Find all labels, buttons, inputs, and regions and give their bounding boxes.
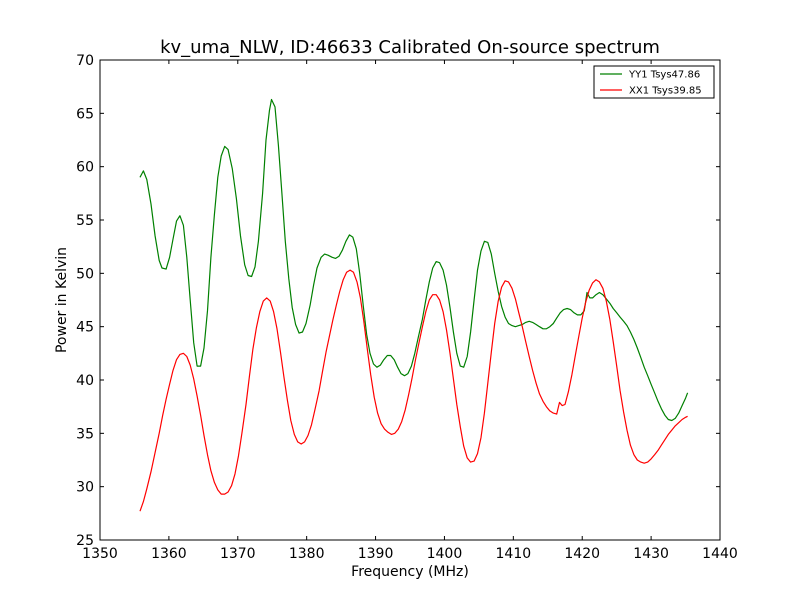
y-tick-label: 65 [76,106,94,122]
x-tick-label: 1370 [220,546,256,562]
y-tick-label: 55 [76,213,94,229]
legend-label-xx1: XX1 Tsys39.85 [629,86,702,97]
tick-layer: 1350 1360 1370 1380 1390 1400 1410 1420 1430 1440… [76,53,738,562]
x-tick-label: 1350 [82,546,118,562]
y-tick-label: 30 [76,480,94,496]
x-tick-label: 1440 [702,546,738,562]
x-axis-label: Frequency (MHz) [351,564,469,580]
x-tick-label: 1420 [564,546,600,562]
y-tick-label: 60 [76,160,94,176]
plot-area: 1350 1360 1370 1380 1390 1400 1410 1420 1430 1440… [76,53,738,562]
axes-frame [99,59,721,541]
y-tick-label: 50 [76,266,94,282]
x-tick-label: 1360 [151,546,187,562]
x-tick-label: 1430 [633,546,669,562]
x-tick-label: 1400 [427,546,463,562]
series-layer [139,98,689,512]
legend-box [593,65,715,99]
y-tick-label: 70 [76,53,94,69]
chart-title: kv_uma_NLW, ID:46633 Calibrated On-sourc… [160,37,660,58]
legend-label-yy1: YY1 Tsys47.86 [628,70,700,81]
x-tick-label: 1410 [496,546,532,562]
legend: YY1 Tsys47.86 XX1 Tsys39.85 [593,65,715,99]
x-tick-label: 1380 [289,546,325,562]
y-tick-label: 45 [76,320,94,336]
series-line-xx1 [139,269,688,512]
y-tick-label: 35 [76,426,94,442]
y-axis-label: Power in Kelvin [54,247,70,353]
y-tick-label: 40 [76,373,94,389]
x-tick-label: 1390 [358,546,394,562]
series-line-yy1 [139,98,689,422]
y-tick-label: 25 [76,533,94,549]
